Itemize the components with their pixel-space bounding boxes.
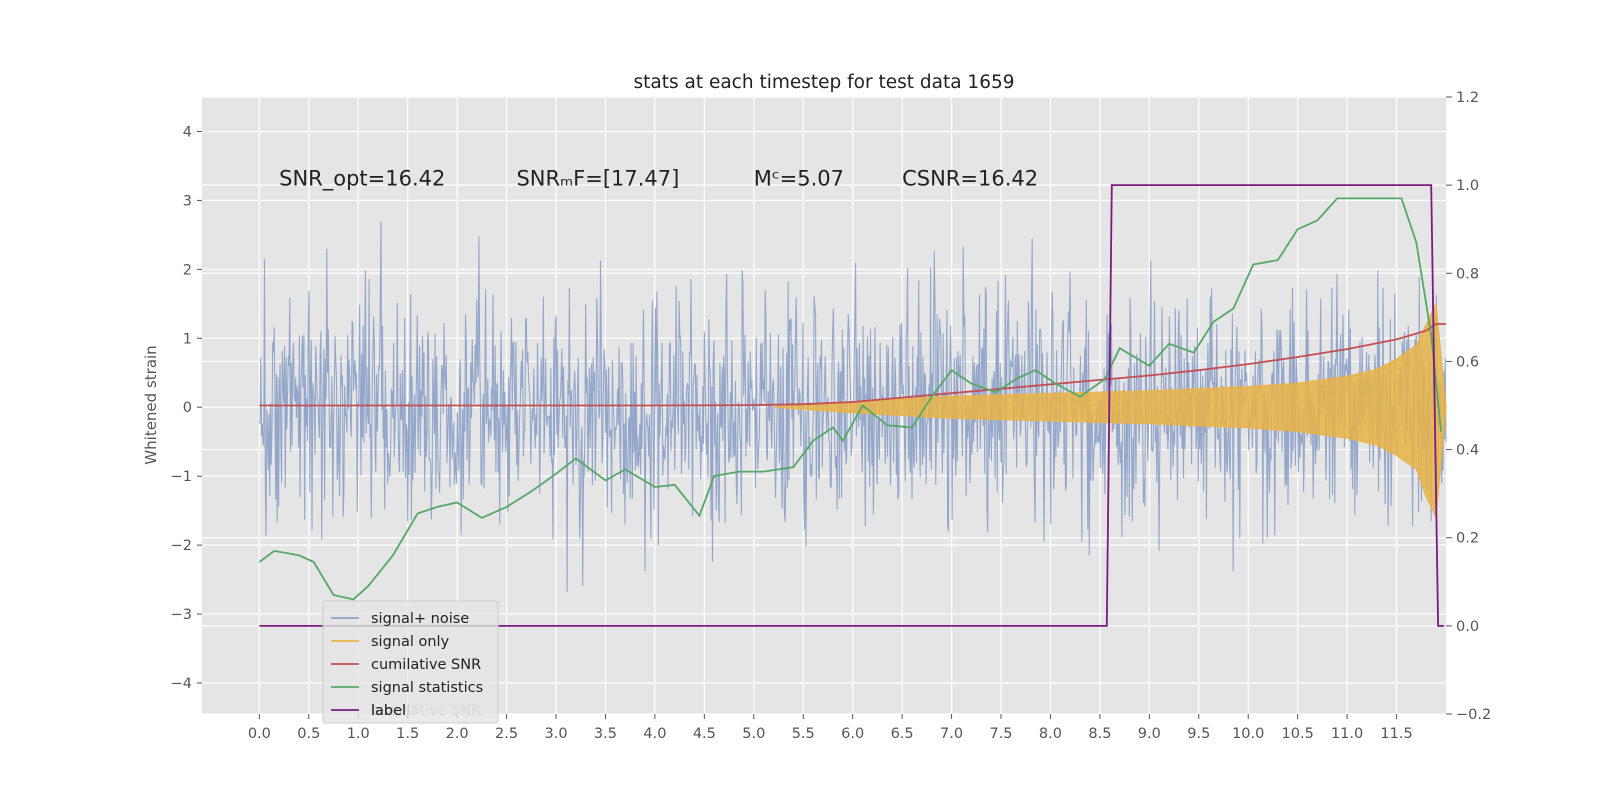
annotation-text: Mᶜ=5.07: [754, 167, 844, 191]
x-tick-label: 11.5: [1380, 726, 1412, 742]
series-cumilative-snr: [259, 323, 1446, 407]
y-tick-label: −1: [171, 469, 192, 485]
y-tick-label: 3: [183, 193, 192, 209]
x-tick-label: 9.0: [1138, 726, 1161, 742]
y2-tick-label: 0.2: [1456, 531, 1479, 547]
y-tick-label: −4: [171, 676, 192, 692]
series-label: [259, 184, 1444, 627]
x-tick-label: 5.0: [742, 726, 765, 742]
x-tick-label: 9.5: [1187, 726, 1210, 742]
x-tick-label: 6.5: [891, 726, 914, 742]
y-tick-label: 0: [183, 400, 192, 416]
y-axis-label: Whitened strain: [142, 345, 160, 464]
x-tick-label: 0.5: [297, 726, 320, 742]
legend-label: signal only: [371, 634, 450, 650]
x-tick-label: 7.0: [940, 726, 963, 742]
legend-label: cumilative SNR: [371, 657, 481, 673]
x-tick-label: 2.5: [495, 726, 518, 742]
series-layer: [258, 184, 1447, 627]
y2-tick-label: 0.8: [1456, 266, 1479, 282]
y2-tick-label: 0.0: [1456, 619, 1479, 635]
y-tick-label: 1: [183, 331, 192, 347]
x-tick-label: 8.5: [1088, 726, 1111, 742]
x-axis-ticks: 0.0 0.5 1.0 1.5 2.0 2.5 3.0 3.5 4.0 4.5 5.0 5.5 6.0 6…: [248, 714, 1413, 742]
x-tick-label: 1.0: [347, 726, 370, 742]
legend-label: signal+ noise: [371, 611, 469, 627]
legend-label-front: label: [371, 703, 406, 719]
y2-tick-label: 1.0: [1456, 178, 1479, 194]
x-tick-label: 0.0: [248, 726, 271, 742]
x-tick-label: 5.5: [792, 726, 815, 742]
y2-tick-label: 0.4: [1456, 443, 1479, 459]
x-tick-label: 3.0: [544, 726, 567, 742]
y2-tick-label: 0.6: [1456, 354, 1479, 370]
y2-tick-label: 1.2: [1456, 90, 1479, 106]
x-tick-label: 6.0: [841, 726, 864, 742]
x-tick-label: 4.0: [643, 726, 666, 742]
x-tick-label: 3.5: [594, 726, 617, 742]
x-tick-label: 2.0: [446, 726, 469, 742]
legend: signal+ noise signal only cumilative SNR si…: [322, 600, 499, 724]
x-tick-label: 4.5: [693, 726, 716, 742]
series-signal-statistics: [258, 197, 1442, 601]
y-tick-label: −2: [171, 538, 192, 554]
left-y-axis-ticks: −4 −3 −2 −1 0 1 2 3 4: [171, 124, 202, 692]
legend-box: [322, 600, 499, 724]
x-tick-label: 8.0: [1039, 726, 1062, 742]
annotations: SNR_opt=16.42 SNRₘF=[17.47] Mᶜ=5.07 CSNR=16…: [279, 167, 1038, 192]
legend-fade-mask: [411, 696, 491, 714]
x-tick-label: 11.0: [1331, 726, 1363, 742]
y-tick-label: 2: [183, 262, 192, 278]
x-tick-label: 10.5: [1282, 726, 1314, 742]
annotation-text: SNR_opt=16.42: [279, 167, 445, 192]
legend-label: label: [371, 703, 406, 719]
x-tick-label: 1.5: [396, 726, 419, 742]
x-tick-label: 7.5: [989, 726, 1012, 742]
right-y-axis-ticks: −0.2 0.0 0.2 0.4 0.6 0.8 1.0 1.2: [1446, 90, 1491, 723]
chart-title: stats at each timestep for test data 165…: [633, 72, 1014, 93]
annotation-text: CSNR=16.42: [902, 167, 1038, 191]
annotation-text: SNRₘF=[17.47]: [516, 167, 679, 191]
x-tick-label: 10.0: [1232, 726, 1264, 742]
y2-tick-label: −0.2: [1456, 707, 1491, 723]
y-tick-label: −3: [171, 607, 192, 623]
legend-label: signal statistics: [371, 680, 483, 696]
y-tick-label: 4: [183, 124, 192, 140]
